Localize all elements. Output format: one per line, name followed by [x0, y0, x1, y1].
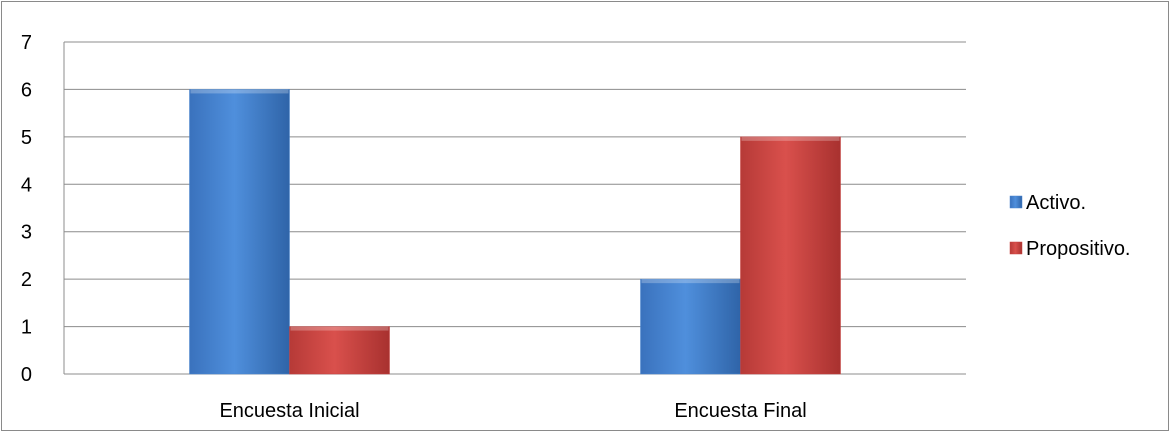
bar-highlight [641, 279, 740, 284]
legend-swatch [1009, 195, 1023, 209]
y-tick-label: 5 [21, 127, 32, 149]
legend-label: Propositivo. [1026, 238, 1131, 260]
y-tick-label: 4 [21, 174, 32, 196]
y-tick-label: 2 [21, 269, 32, 291]
legend-swatch [1009, 241, 1023, 255]
legend-label: Activo. [1026, 192, 1086, 214]
y-tick-label: 1 [21, 317, 32, 339]
bar-propositivo [740, 136, 841, 375]
bar-highlight [290, 326, 389, 331]
bars [189, 89, 841, 375]
bar-propositivo [289, 326, 390, 375]
bar-activo [640, 278, 741, 375]
x-category-label: Encuesta Inicial [219, 400, 359, 422]
axis-labels: 0 1 2 3 4 5 6 7 Encuesta Inicial Encuesta Final [21, 32, 807, 422]
bar-activo [189, 89, 290, 375]
bar-highlight [190, 89, 289, 94]
y-tick-label: 7 [21, 32, 32, 54]
legend: Activo. Propositivo. [1009, 192, 1131, 260]
bar-highlight [741, 136, 840, 141]
y-tick-label: 6 [21, 79, 32, 101]
x-category-label: Encuesta Final [674, 400, 806, 422]
y-tick-label: 0 [21, 364, 32, 386]
y-tick-label: 3 [21, 222, 32, 244]
